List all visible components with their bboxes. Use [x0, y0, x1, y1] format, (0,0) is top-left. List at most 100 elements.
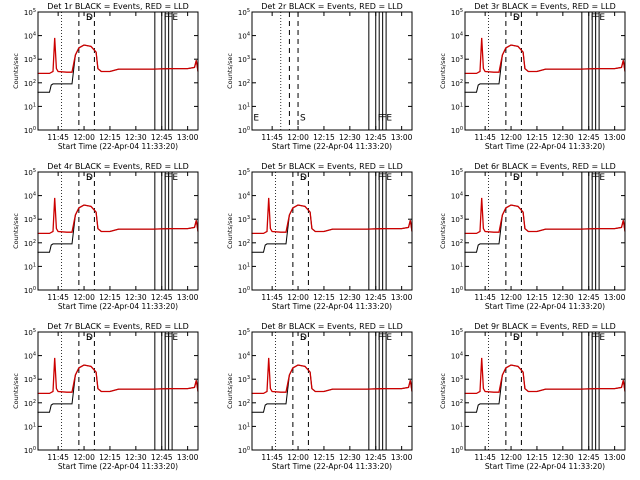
x-tick-label: 12:15	[526, 293, 548, 302]
x-tick-label: 13:00	[177, 293, 199, 302]
y-tick-label: 104	[238, 352, 250, 361]
flag-letter: E	[172, 333, 178, 343]
x-tick-label: 11:45	[47, 133, 69, 142]
y-tick-label: 100	[24, 126, 36, 135]
x-tick-label: 12:15	[313, 293, 335, 302]
y-tick-label: 100	[451, 126, 463, 135]
y-tick-label: 105	[451, 8, 463, 17]
y-axis-label: Counts/sec	[12, 213, 20, 249]
flag-letter: E	[172, 173, 178, 183]
y-tick-label: 104	[24, 352, 36, 361]
x-tick-label: 11:45	[474, 293, 496, 302]
x-tick-label: 11:45	[261, 133, 283, 142]
y-tick-label: 103	[451, 215, 463, 224]
flag-letter: F	[594, 173, 599, 183]
flag-letter: F	[164, 173, 169, 183]
y-tick-label: 105	[238, 168, 250, 177]
y-tick-label: 100	[238, 286, 250, 295]
x-axis-label: Start Time (22-Apr-04 11:33:20)	[58, 302, 178, 311]
x-axis-label: Start Time (22-Apr-04 11:33:20)	[485, 302, 605, 311]
x-tick-label: 13:00	[177, 453, 199, 462]
chart-panel-5: 100 101 102 103 104 105 11:45 12:00 12:15 12:30 12…	[226, 162, 413, 311]
flag-letter: D	[86, 13, 93, 23]
x-tick-label: 12:45	[151, 453, 173, 462]
x-tick-label: 12:00	[73, 453, 95, 462]
x-axis-label: Start Time (22-Apr-04 11:33:20)	[272, 302, 392, 311]
plot-frame	[251, 331, 413, 451]
y-tick-label: 101	[24, 262, 36, 271]
y-axis-label: Counts/sec	[439, 53, 447, 89]
x-tick-label: 12:00	[287, 453, 309, 462]
flag-letter: S	[513, 13, 519, 23]
x-axis-label: Start Time (22-Apr-04 11:33:20)	[272, 462, 392, 471]
y-tick-label: 104	[451, 352, 463, 361]
x-tick-label: 12:30	[339, 453, 361, 462]
y-tick-label: 103	[238, 55, 250, 64]
series-line-lld	[464, 357, 626, 395]
x-tick-label: 12:30	[125, 133, 147, 142]
flag-letter: D	[300, 333, 307, 343]
y-tick-label: 104	[451, 192, 463, 201]
chart-panel-7: 100 101 102 103 104 105 11:45 12:00 12:15 12:30 12…	[12, 322, 199, 471]
x-tick-label: 11:45	[47, 453, 69, 462]
y-axis-label: Counts/sec	[226, 213, 234, 249]
x-tick-label: 12:30	[339, 293, 361, 302]
x-tick-label: 12:15	[313, 133, 335, 142]
y-tick-label: 104	[238, 32, 250, 41]
chart-panel-2: 100 101 102 103 104 105 11:45 12:00 12:15 12:30 12…	[226, 2, 413, 151]
chart-title: Det 7r BLACK = Events, RED = LLD	[47, 322, 189, 331]
flag-letter: D	[86, 333, 93, 343]
flag-letter: F	[167, 13, 172, 23]
chart-panel-1: 100 101 102 103 104 105 11:45 12:00 12:15 12:30 12…	[12, 2, 199, 151]
plot-frame	[251, 171, 413, 291]
flag-letter: F	[164, 13, 169, 23]
flag-letter: F	[594, 13, 599, 23]
y-axis-label: Counts/sec	[226, 373, 234, 409]
y-tick-label: 101	[238, 262, 250, 271]
chart-panel-4: 100 101 102 103 104 105 11:45 12:00 12:15 12:30 12…	[12, 162, 199, 311]
plot-frame	[37, 11, 199, 131]
y-tick-label: 100	[24, 446, 36, 455]
flag-letter: F	[381, 114, 386, 124]
y-tick-label: 100	[24, 286, 36, 295]
x-tick-label: 12:30	[125, 293, 147, 302]
series-line-lld	[37, 37, 199, 75]
x-axis-label: Start Time (22-Apr-04 11:33:20)	[485, 462, 605, 471]
x-tick-label: 12:00	[73, 133, 95, 142]
x-tick-label: 12:45	[578, 293, 600, 302]
y-tick-label: 102	[238, 399, 250, 408]
plot-frame	[464, 171, 626, 291]
y-tick-label: 104	[238, 192, 250, 201]
flag-letter: F	[594, 333, 599, 343]
y-tick-label: 105	[451, 328, 463, 337]
flag-letter: S	[513, 173, 519, 183]
y-tick-label: 102	[238, 239, 250, 248]
x-tick-label: 12:15	[99, 453, 121, 462]
x-axis-label: Start Time (22-Apr-04 11:33:20)	[485, 142, 605, 151]
flag-letter: E	[599, 173, 605, 183]
y-axis-label: Counts/sec	[226, 53, 234, 89]
chart-title: Det 2r BLACK = Events, RED = LLD	[261, 2, 403, 11]
chart-panel-6: 100 101 102 103 104 105 11:45 12:00 12:15 12:30 12…	[439, 162, 626, 311]
flag-letter: F	[591, 173, 596, 183]
y-tick-label: 104	[24, 192, 36, 201]
y-axis-label: Counts/sec	[439, 373, 447, 409]
chart-title: Det 1r BLACK = Events, RED = LLD	[47, 2, 189, 11]
y-tick-label: 102	[238, 79, 250, 88]
y-tick-label: 102	[24, 239, 36, 248]
y-tick-label: 103	[24, 55, 36, 64]
y-tick-label: 103	[24, 215, 36, 224]
x-tick-label: 11:45	[47, 293, 69, 302]
series-line-lld	[251, 197, 413, 235]
x-axis-label: Start Time (22-Apr-04 11:33:20)	[58, 462, 178, 471]
flag-letter: F	[591, 13, 596, 23]
plot-frame	[464, 11, 626, 131]
x-tick-label: 12:45	[151, 133, 173, 142]
y-tick-label: 101	[238, 422, 250, 431]
x-tick-label: 13:00	[391, 453, 413, 462]
y-tick-label: 102	[451, 79, 463, 88]
y-tick-label: 102	[24, 79, 36, 88]
x-axis-label: Start Time (22-Apr-04 11:33:20)	[272, 142, 392, 151]
y-tick-label: 102	[451, 399, 463, 408]
flag-letter: E	[386, 114, 392, 124]
